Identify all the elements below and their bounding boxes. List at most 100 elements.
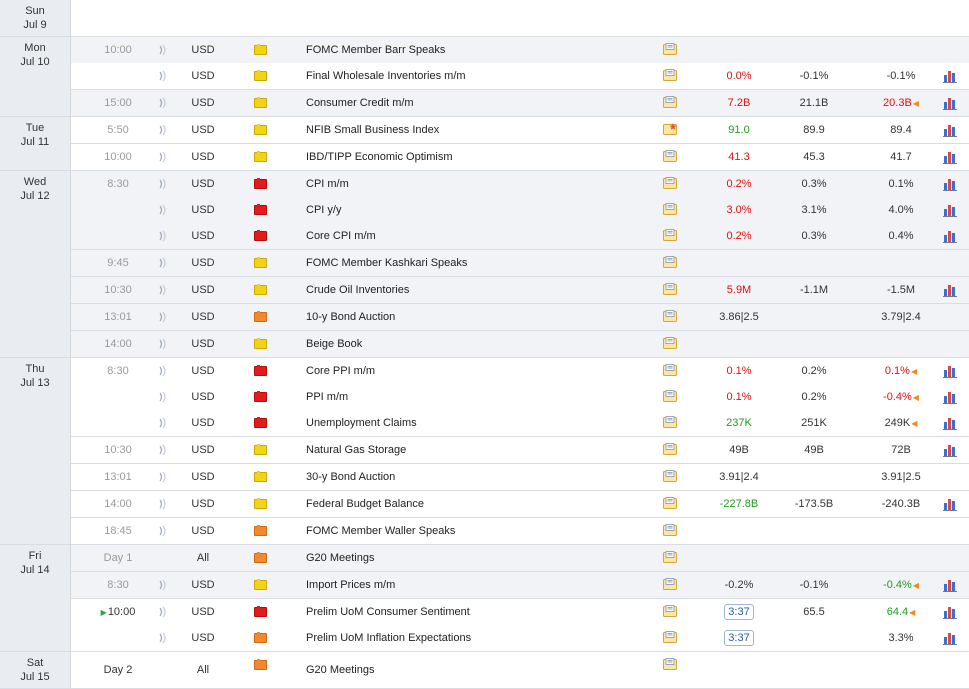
event-detail-icon[interactable] [663,150,677,162]
event-title[interactable]: Import Prices m/m [306,579,396,591]
event-title[interactable]: 10-y Bond Auction [306,311,396,323]
chart-icon[interactable] [943,177,957,191]
event-detail-icon[interactable] [663,256,677,268]
chart-icon[interactable] [943,416,957,430]
event-detail-icon[interactable] [663,177,677,189]
event-row[interactable]: 5:50 USD NFIB Small Business Index 91.0 89.9… [71,117,969,143]
event-row[interactable]: USD Unemployment Claims 237K 251K 249K◀ [71,410,969,436]
impact-folder-icon[interactable] [254,204,267,215]
event-title[interactable]: CPI m/m [306,178,349,190]
event-row[interactable]: 13:01 USD 10-y Bond Auction 3.86|2.5 3.79|2.… [71,303,969,330]
event-row[interactable]: 13:01 USD 30-y Bond Auction 3.91|2.4 3.91|2.… [71,463,969,490]
chart-icon[interactable] [943,605,957,619]
chart-icon[interactable] [943,69,957,83]
impact-folder-icon[interactable] [254,44,267,55]
impact-folder-icon[interactable] [254,498,267,509]
event-row[interactable]: 8:30 USD CPI m/m 0.2% 0.3% 0.1% [71,171,969,197]
impact-folder-icon[interactable] [254,257,267,268]
chart-icon[interactable] [943,631,957,645]
event-detail-icon[interactable] [663,578,677,590]
event-row[interactable]: USD Prelim UoM Inflation Expectations 3:37… [71,625,969,651]
chart-icon[interactable] [943,203,957,217]
event-row[interactable]: USD CPI y/y 3.0% 3.1% 4.0% [71,197,969,223]
event-title[interactable]: FOMC Member Barr Speaks [306,44,446,56]
event-title[interactable]: CPI y/y [306,204,342,216]
event-title[interactable]: Core CPI m/m [306,230,376,242]
impact-folder-icon[interactable] [254,97,267,108]
impact-folder-icon[interactable] [254,471,267,482]
chart-icon[interactable] [943,229,957,243]
impact-folder-icon[interactable] [254,417,267,428]
event-title[interactable]: Core PPI m/m [306,365,376,377]
event-title[interactable]: Consumer Credit m/m [306,97,414,109]
event-detail-star-icon[interactable] [663,123,677,135]
event-title[interactable]: PPI m/m [306,391,349,403]
event-title[interactable]: G20 Meetings [306,664,375,676]
event-detail-icon[interactable] [663,551,677,563]
chart-icon[interactable] [943,390,957,404]
event-title[interactable]: Beige Book [306,338,363,350]
event-title[interactable]: Unemployment Claims [306,417,417,429]
event-title[interactable]: IBD/TIPP Economic Optimism [306,151,453,163]
event-detail-icon[interactable] [663,283,677,295]
event-detail-icon[interactable] [663,364,677,376]
event-title[interactable]: NFIB Small Business Index [306,124,440,136]
event-detail-icon[interactable] [663,470,677,482]
event-row[interactable]: USD PPI m/m 0.1% 0.2% -0.4%◀ [71,384,969,410]
event-row[interactable]: USD Final Wholesale Inventories m/m 0.0% -0… [71,63,969,89]
event-title[interactable]: G20 Meetings [306,552,375,564]
impact-folder-icon[interactable] [254,365,267,376]
event-detail-icon[interactable] [663,497,677,509]
chart-icon[interactable] [943,123,957,137]
event-detail-icon[interactable] [663,658,677,670]
event-title[interactable]: Final Wholesale Inventories m/m [306,70,466,82]
impact-folder-icon[interactable] [254,70,267,81]
event-row[interactable]: 10:30 USD Natural Gas Storage 49B 49B 72B [71,436,969,463]
impact-folder-icon[interactable] [254,311,267,322]
event-detail-icon[interactable] [663,524,677,536]
chart-icon[interactable] [943,578,957,592]
event-detail-icon[interactable] [663,337,677,349]
event-detail-icon[interactable] [663,310,677,322]
impact-folder-icon[interactable] [254,525,267,536]
chart-icon[interactable] [943,443,957,457]
impact-folder-icon[interactable] [254,124,267,135]
event-title[interactable]: FOMC Member Kashkari Speaks [306,257,468,269]
impact-folder-icon[interactable] [254,284,267,295]
chart-icon[interactable] [943,497,957,511]
event-row[interactable]: USD Core CPI m/m 0.2% 0.3% 0.4% [71,223,969,249]
impact-folder-icon[interactable] [254,659,267,670]
event-row[interactable]: 10:00 USD IBD/TIPP Economic Optimism 41.3 45… [71,143,969,170]
event-row[interactable]: Day 2 All G20 Meetings [71,652,969,688]
impact-folder-icon[interactable] [254,178,267,189]
impact-folder-icon[interactable] [254,552,267,563]
event-title[interactable]: Prelim UoM Consumer Sentiment [306,606,470,618]
event-row[interactable]: 10:00 USD FOMC Member Barr Speaks [71,37,969,63]
event-title[interactable]: Crude Oil Inventories [306,284,410,296]
event-row[interactable]: 14:00 USD Beige Book [71,330,969,357]
event-title[interactable]: Prelim UoM Inflation Expectations [306,632,472,644]
event-detail-icon[interactable] [663,229,677,241]
impact-folder-icon[interactable] [254,391,267,402]
chart-icon[interactable] [943,364,957,378]
event-row[interactable]: 8:30 USD Import Prices m/m -0.2% -0.1% -0.4%◀ [71,571,969,598]
event-detail-icon[interactable] [663,69,677,81]
impact-folder-icon[interactable] [254,606,267,617]
event-row[interactable]: 10:30 USD Crude Oil Inventories 5.9M -1.1M -1… [71,276,969,303]
event-detail-icon[interactable] [663,416,677,428]
impact-folder-icon[interactable] [254,151,267,162]
chart-icon[interactable] [943,96,957,110]
event-row[interactable]: 15:00 USD Consumer Credit m/m 7.2B 21.1B 20.3… [71,89,969,116]
event-title[interactable]: Natural Gas Storage [306,444,407,456]
event-row[interactable]: Day 1 All G20 Meetings [71,545,969,571]
impact-folder-icon[interactable] [254,579,267,590]
event-title[interactable]: FOMC Member Waller Speaks [306,525,456,537]
event-detail-icon[interactable] [663,605,677,617]
event-detail-icon[interactable] [663,96,677,108]
impact-folder-icon[interactable] [254,632,267,643]
event-title[interactable]: 30-y Bond Auction [306,471,396,483]
event-row[interactable]: 18:45 USD FOMC Member Waller Speaks [71,517,969,544]
event-detail-icon[interactable] [663,631,677,643]
event-row[interactable]: 8:30 USD Core PPI m/m 0.1% 0.2% 0.1%◀ [71,358,969,384]
event-row[interactable]: 9:45 USD FOMC Member Kashkari Speaks [71,249,969,276]
